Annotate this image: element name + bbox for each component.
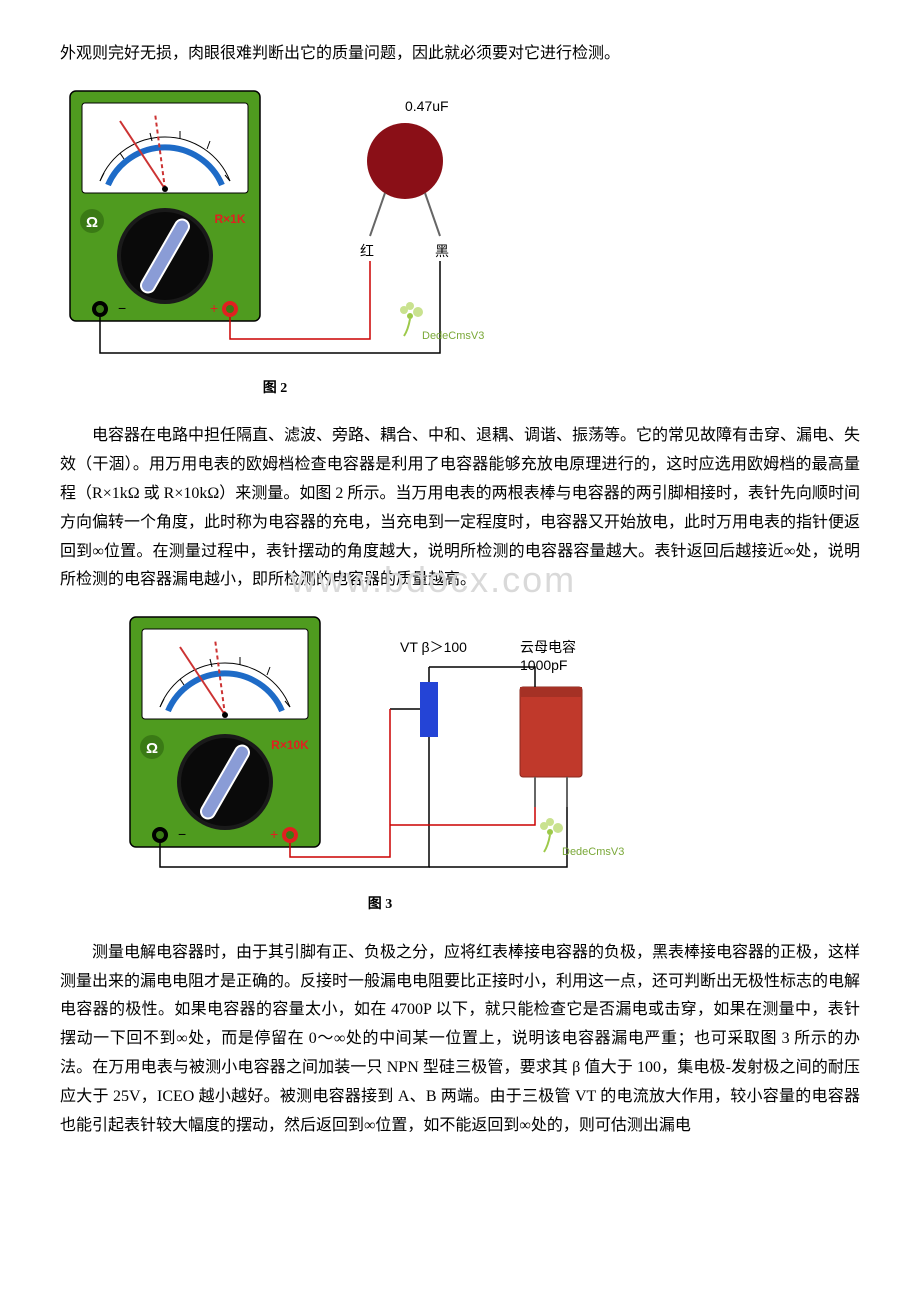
probe-red-label: 红 xyxy=(360,243,374,259)
svg-text:DedeCmsV3: DedeCmsV3 xyxy=(422,330,484,342)
plus-label: + xyxy=(210,300,218,316)
minus-label: − xyxy=(118,300,126,316)
figure-3: Ω R×10K − + VT β＞100 云母电容 1000pF xyxy=(120,607,860,919)
figure-2-caption: 图 2 xyxy=(60,376,490,401)
vt-label: VT β＞100 xyxy=(400,639,467,655)
mica-label-2: 1000pF xyxy=(520,657,567,673)
figure-3-svg: Ω R×10K − + VT β＞100 云母电容 1000pF xyxy=(120,607,640,877)
paragraph-3: 测量电解电容器时，由于其引脚有正、负极之分，应将红表棒接电容器的负极，黑表棒接电… xyxy=(60,939,860,1141)
figure-2: Ω R×1K − + 0.47uF 红 黑 xyxy=(60,81,860,403)
range-label-3: R×10K xyxy=(271,738,309,752)
svg-text:+: + xyxy=(270,826,278,842)
range-label: R×1K xyxy=(214,212,245,226)
svg-text:DedeCmsV3: DedeCmsV3 xyxy=(562,846,624,858)
cap-value-label: 0.47uF xyxy=(405,98,449,114)
figure-2-svg: Ω R×1K − + 0.47uF 红 黑 xyxy=(60,81,490,361)
ohm-symbol: Ω xyxy=(86,214,98,231)
paragraph-1: 外观则完好无损，肉眼很难判断出它的质量问题，因此就必须要对它进行检测。 xyxy=(60,40,860,69)
dedecms-watermark: DedeCmsV3 xyxy=(400,302,484,342)
mica-label-1: 云母电容 xyxy=(520,639,576,655)
svg-text:−: − xyxy=(178,826,186,842)
probe-black-label: 黑 xyxy=(435,243,449,259)
figure-3-caption: 图 3 xyxy=(120,892,640,917)
ohm-symbol-3: Ω xyxy=(146,740,158,757)
dedecms-watermark-3: DedeCmsV3 xyxy=(540,818,624,858)
paragraph-2: 电容器在电路中担任隔直、滤波、旁路、耦合、中和、退耦、调谐、振荡等。它的常见故障… xyxy=(60,422,860,595)
